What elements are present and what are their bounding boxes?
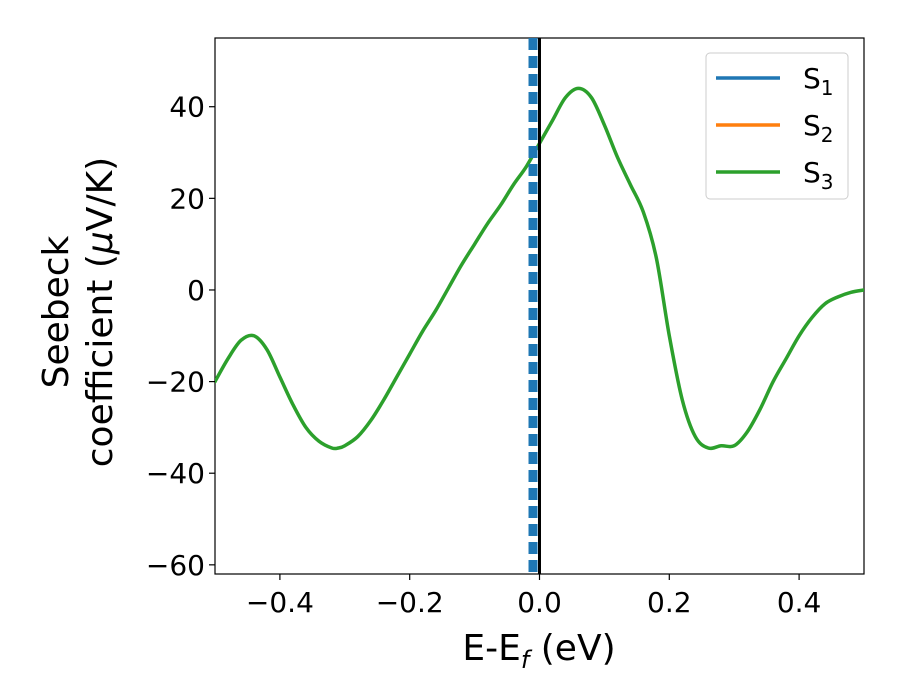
x-tick-label: −0.2 <box>376 586 444 619</box>
x-tick-label: 0.4 <box>777 586 822 619</box>
y-tick-label: 40 <box>169 91 205 124</box>
legend: S1 S2 S3 <box>705 52 849 200</box>
x-tick-label: −0.4 <box>246 586 314 619</box>
y-tick-label: 20 <box>169 182 205 215</box>
x-tick-label: 0.2 <box>647 586 692 619</box>
y-axis-title: Seebeck coefficient (μV/K) <box>36 157 121 467</box>
legend-label-s3: S3 <box>803 156 834 194</box>
y-tick-label: −60 <box>146 549 205 582</box>
y-axis-title-line2: coefficient (μV/K) <box>80 157 121 467</box>
y-axis-title-line1: Seebeck <box>36 235 77 388</box>
ticks-layer: −0.4 −0.2 0.0 0.2 0.4 −60 −40 −20 0 20 40 <box>146 91 821 619</box>
y-tick-label: 0 <box>187 274 205 307</box>
legend-label-s2: S2 <box>803 109 834 147</box>
y-tick-label: −20 <box>146 366 205 399</box>
legend-label-s1: S1 <box>803 62 834 100</box>
x-tick-label: 0.0 <box>517 586 562 619</box>
x-axis-title: E-Ef (eV) <box>462 628 615 674</box>
y-tick-label: −40 <box>146 457 205 490</box>
series-layer <box>215 38 864 574</box>
